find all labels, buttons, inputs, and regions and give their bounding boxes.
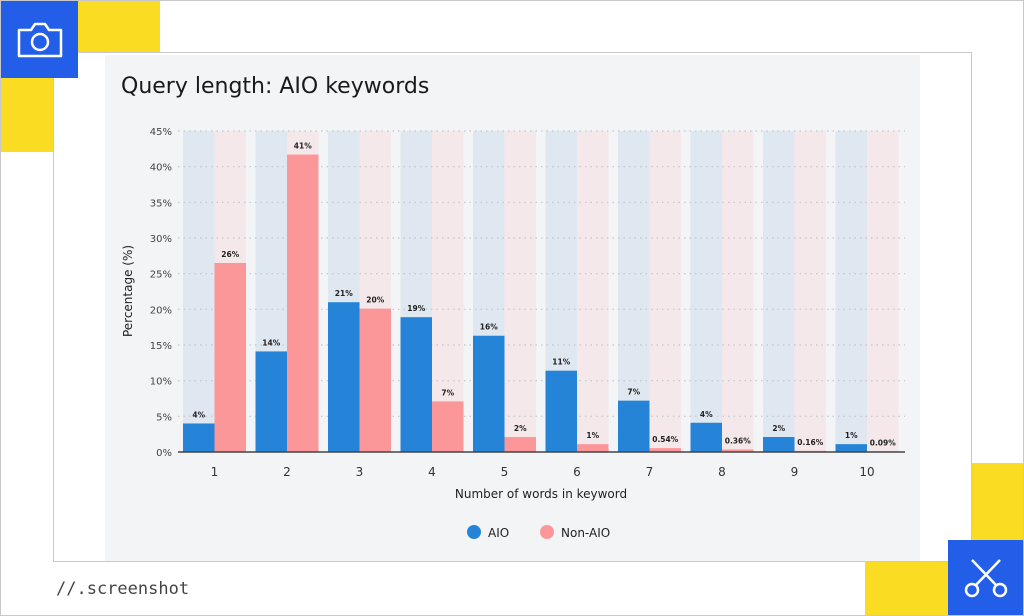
- y-tick-label: 25%: [150, 270, 172, 281]
- y-tick-label: 40%: [150, 163, 172, 174]
- data-label: 2%: [514, 424, 527, 433]
- band-non-aio: [649, 131, 681, 452]
- x-tick-label: 1: [211, 465, 219, 479]
- x-axis-label: Number of words in keyword: [455, 487, 627, 501]
- y-tick-label: 30%: [150, 234, 172, 245]
- data-label: 14%: [262, 338, 280, 347]
- band-non-aio: [794, 131, 826, 452]
- bar-aio: [545, 370, 577, 452]
- legend-label-aio: AIO: [488, 526, 509, 540]
- data-label: 41%: [294, 142, 312, 151]
- data-label: 7%: [441, 388, 454, 397]
- y-tick-label: 15%: [150, 341, 172, 352]
- data-label: 26%: [221, 250, 239, 259]
- data-label: 1%: [845, 431, 858, 440]
- data-label: 4%: [192, 410, 205, 419]
- band-non-aio: [577, 131, 609, 452]
- bar-non-aio: [649, 448, 681, 452]
- bar-aio: [690, 422, 722, 452]
- x-tick-label: 9: [791, 465, 799, 479]
- data-label: 0.16%: [797, 438, 824, 447]
- x-tick-label: 6: [573, 465, 581, 479]
- data-label: 1%: [586, 431, 599, 440]
- bar-aio: [618, 400, 650, 452]
- chart-title: Query length: AIO keywords: [121, 74, 430, 99]
- data-label: 0.36%: [725, 436, 752, 445]
- x-tick-label: 4: [428, 465, 436, 479]
- band-non-aio: [722, 131, 754, 452]
- data-label: 20%: [366, 296, 384, 305]
- legend-marker-non-aio: [540, 525, 554, 539]
- legend-label-non-aio: Non-AIO: [561, 526, 610, 540]
- data-label: 0.09%: [870, 438, 897, 447]
- data-label: 16%: [480, 323, 498, 332]
- data-label: 11%: [552, 358, 570, 367]
- camera-button[interactable]: [1, 1, 78, 78]
- x-tick-label: 2: [283, 465, 291, 479]
- y-tick-label: 20%: [150, 305, 172, 316]
- data-label: 7%: [627, 388, 640, 397]
- y-tick-label: 10%: [150, 377, 172, 388]
- bar-aio: [763, 437, 795, 452]
- legend-marker-aio: [467, 525, 481, 539]
- band-aio: [835, 131, 867, 452]
- band-non-aio: [432, 131, 464, 452]
- data-label: 0.54%: [652, 435, 679, 444]
- band-non-aio: [867, 131, 899, 452]
- data-label: 19%: [407, 304, 425, 313]
- bar-non-aio: [722, 449, 754, 452]
- x-tick-label: 10: [859, 465, 874, 479]
- brand-logo-text: //.screenshot: [56, 579, 190, 599]
- camera-icon: [17, 22, 62, 57]
- legend: AIO Non-AIO: [467, 525, 610, 540]
- band-non-aio: [504, 131, 536, 452]
- x-tick-label: 8: [718, 465, 726, 479]
- data-label: 2%: [772, 424, 785, 433]
- bar-non-aio: [432, 401, 464, 452]
- band-aio: [690, 131, 722, 452]
- y-tick-label: 5%: [156, 412, 172, 423]
- data-label: 4%: [700, 410, 713, 419]
- data-label: 21%: [335, 289, 353, 298]
- bar-non-aio: [359, 308, 391, 452]
- x-tick-label: 7: [646, 465, 654, 479]
- bar-non-aio: [577, 444, 609, 452]
- bar-non-aio: [214, 262, 246, 452]
- bar-aio: [400, 317, 432, 452]
- x-tick-label: 5: [501, 465, 509, 479]
- bar-aio: [255, 351, 287, 452]
- bar-aio: [835, 444, 867, 452]
- bar-non-aio: [504, 437, 536, 452]
- scissors-button[interactable]: [948, 540, 1023, 615]
- band-aio: [183, 131, 215, 452]
- bar-non-aio: [287, 154, 319, 453]
- y-tick-label: 0%: [156, 448, 172, 459]
- band-aio: [763, 131, 795, 452]
- bar-aio: [328, 302, 360, 452]
- y-tick-label: 45%: [150, 127, 172, 138]
- band-aio: [618, 131, 650, 452]
- y-tick-label: 35%: [150, 198, 172, 209]
- x-tick-label: 3: [356, 465, 364, 479]
- bar-aio: [473, 335, 505, 452]
- bar-aio: [183, 423, 215, 452]
- scissors-icon: [964, 558, 1007, 597]
- y-axis-label: Percentage (%): [121, 245, 135, 337]
